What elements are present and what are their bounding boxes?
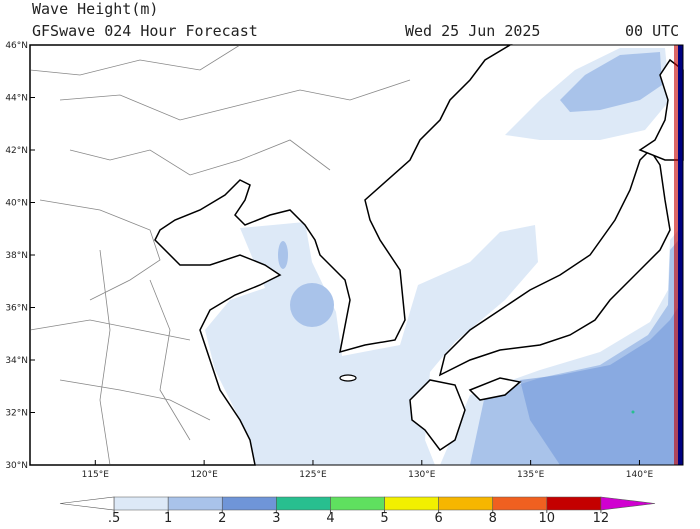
lat-tick-label: 36°N [5,304,28,314]
date: Wed 25 Jun 2025 [405,22,540,40]
lat-tick-label: 46°N [5,41,28,51]
colorbar-swatch [330,496,385,511]
colorbar-label: 4 [326,511,334,525]
colorbar-label: 12 [593,511,610,525]
colorbar-label: 3 [272,511,280,525]
colorbar-label: .5 [108,511,120,525]
colorbar-swatch [113,496,169,511]
lat-tick-label: 30°N [5,461,28,471]
lat-tick-label: 34°N [5,356,28,366]
lat-tick-label: 38°N [5,251,28,261]
lon-tick-label: 130°E [408,470,436,480]
colorbar-swatch [546,496,602,511]
time: 00 UTC [625,22,679,40]
lon-tick-label: 115°E [82,470,110,480]
colorbar-swatch [492,496,548,511]
colorbar-label: 10 [539,511,556,525]
colorbar-swatch [438,496,494,511]
lon-tick-label: 140°E [626,470,654,480]
lon-tick-label: 120°E [190,470,218,480]
colorbar-label: 8 [489,511,497,525]
colorbar-swatch [384,496,439,511]
colorbar-swatch [59,496,115,511]
title: Wave Height(m) [32,0,158,18]
lat-tick-label: 40°N [5,199,28,209]
colorbar-label: 6 [434,511,442,525]
lat-tick-label: 32°N [5,409,28,419]
colorbar-label: 5 [380,511,388,525]
colorbar-swatch [221,496,277,511]
lon-tick-label: 125°E [299,470,327,480]
lat-tick-label: 42°N [5,146,28,156]
colorbar-label: 2 [218,511,226,525]
subtitle: GFSwave 024 Hour Forecast [32,22,258,40]
lat-tick-label: 44°N [5,94,28,104]
colorbar-swatch [600,496,656,511]
colorbar-swatch [276,496,331,511]
colorbar-label: 1 [164,511,172,525]
colorbar-swatch [167,496,223,511]
lon-tick-label: 135°E [517,470,545,480]
map [29,44,684,466]
